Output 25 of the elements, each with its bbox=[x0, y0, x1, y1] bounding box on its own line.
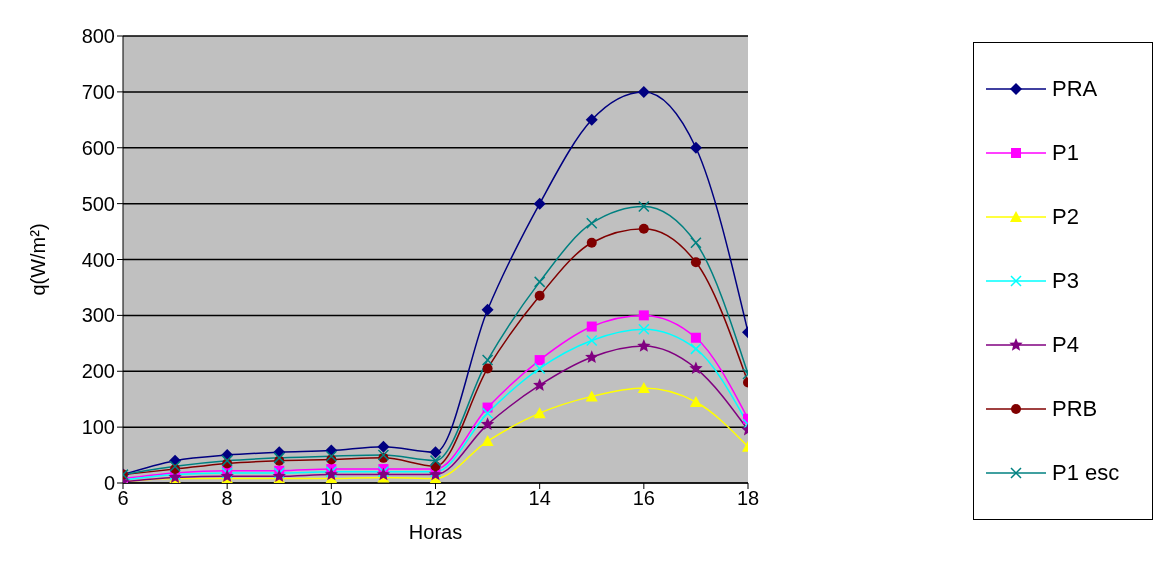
x-tick-label: 8 bbox=[221, 487, 233, 510]
y-tick-label: 500 bbox=[81, 192, 115, 215]
x-tick-label: 6 bbox=[117, 487, 129, 510]
y-tick-label: 800 bbox=[81, 25, 115, 48]
x-tick-label: 10 bbox=[320, 487, 343, 510]
x-tick-label: 16 bbox=[632, 487, 655, 510]
y-tick-label: 200 bbox=[81, 360, 115, 383]
legend-label: P3 bbox=[1052, 267, 1079, 294]
y-axis-title: q(W/m²) bbox=[27, 223, 50, 296]
legend-label: P1 bbox=[1052, 139, 1079, 166]
x-tick-label: 14 bbox=[528, 487, 551, 510]
legend-label: PRB bbox=[1052, 395, 1098, 422]
y-tick-label: 100 bbox=[81, 416, 115, 439]
x-axis-title: Horas bbox=[408, 521, 463, 543]
y-tick-label: 600 bbox=[81, 136, 115, 159]
legend-label: P4 bbox=[1052, 331, 1079, 358]
legend-label: P2 bbox=[1052, 203, 1079, 230]
x-tick-label: 12 bbox=[424, 487, 447, 510]
y-tick-label: 300 bbox=[81, 304, 115, 327]
legend-label: P1 esc bbox=[1052, 459, 1120, 486]
x-tick-label: 18 bbox=[736, 487, 760, 510]
legend-label: PRA bbox=[1052, 75, 1098, 102]
y-tick-label: 700 bbox=[81, 80, 115, 103]
y-tick-label: 400 bbox=[81, 248, 115, 271]
y-tick-label: 0 bbox=[103, 472, 115, 495]
